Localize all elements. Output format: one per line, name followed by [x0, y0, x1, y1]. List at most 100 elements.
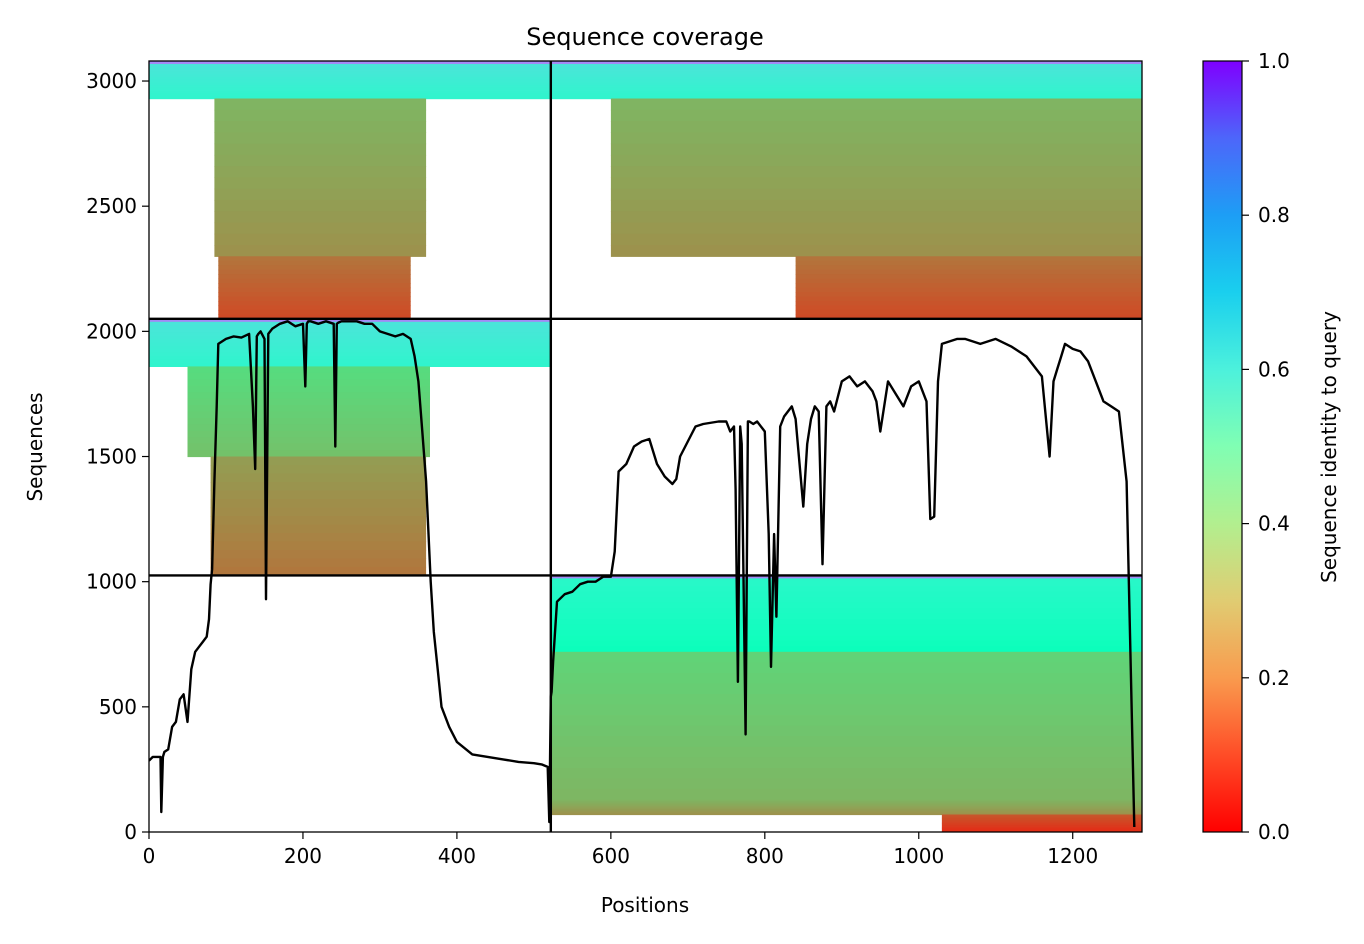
coverage-band	[550, 77, 1142, 81]
coverage-band	[550, 90, 1142, 94]
coverage-band	[210, 533, 427, 543]
coverage-band	[149, 356, 551, 361]
y-tick-label: 2000	[86, 319, 137, 343]
coverage-band	[550, 804, 1142, 807]
coverage-band	[550, 810, 1142, 812]
coverage-band	[149, 329, 551, 333]
coverage-band	[218, 301, 411, 307]
coverage-band	[550, 746, 1142, 758]
coverage-band	[795, 287, 1142, 293]
colorbar-gradient	[1202, 60, 1243, 833]
coverage-block	[550, 61, 1142, 320]
coverage-band	[218, 274, 411, 280]
coverage-band	[550, 805, 1142, 808]
coverage-band	[550, 624, 1142, 631]
coverage-band	[214, 132, 427, 145]
coverage-band	[550, 69, 1142, 73]
coverage-band	[550, 61, 1142, 64]
chart-title: Sequence coverage	[526, 23, 763, 51]
coverage-band	[187, 443, 430, 451]
coverage-band	[550, 591, 1142, 598]
coverage-band	[795, 283, 1142, 289]
coverage-band	[187, 405, 430, 412]
coverage-band	[550, 586, 1142, 593]
coverage-band	[214, 143, 427, 156]
coverage-band	[941, 822, 1142, 824]
coverage-band	[550, 812, 1142, 814]
coverage-band	[214, 222, 427, 235]
coverage-band	[550, 640, 1142, 647]
x-axis-label: Positions	[601, 893, 689, 917]
coverage-block	[149, 318, 551, 576]
coverage-band	[218, 283, 411, 289]
coverage-band	[941, 824, 1142, 827]
coverage-band	[149, 71, 551, 75]
coverage-band	[218, 309, 411, 315]
coverage-band	[187, 411, 430, 419]
coverage-band	[187, 424, 430, 432]
coverage-band	[149, 325, 551, 330]
coverage-band	[214, 166, 427, 178]
coverage-band	[550, 788, 1142, 800]
coverage-band	[550, 630, 1142, 637]
coverage-band	[550, 757, 1142, 769]
coverage-band	[550, 580, 1142, 587]
coverage-band	[941, 823, 1142, 826]
coverage-band	[214, 121, 427, 133]
y-tick-label: 3000	[86, 69, 137, 93]
coverage-band	[550, 608, 1142, 615]
coverage-band	[610, 245, 1142, 257]
coverage-band	[550, 602, 1142, 609]
coverage-band	[149, 95, 551, 100]
coverage-band	[149, 90, 551, 94]
coverage-band	[149, 63, 551, 67]
coverage-band	[550, 63, 1142, 67]
coverage-band	[610, 154, 1142, 167]
coverage-band	[149, 349, 551, 354]
coverage-band	[187, 430, 430, 438]
colorbar-tick-label: 1.0	[1258, 49, 1290, 73]
coverage-band	[218, 265, 411, 271]
coverage-band	[795, 309, 1142, 315]
coverage-band	[610, 98, 1142, 111]
coverage-band	[550, 683, 1142, 695]
coverage-band	[187, 379, 430, 387]
coverage-band	[149, 66, 551, 70]
coverage-band	[941, 818, 1142, 821]
coverage-band	[210, 473, 427, 483]
colorbar-tick-label: 0.6	[1258, 357, 1290, 381]
coverage-band	[149, 79, 551, 84]
coverage-band	[941, 817, 1142, 819]
coverage-band	[795, 296, 1142, 302]
coverage-band	[941, 828, 1142, 831]
coverage-band	[610, 188, 1142, 201]
coverage-band	[187, 372, 430, 380]
coverage-band	[187, 385, 430, 393]
coverage-band	[218, 260, 411, 266]
coverage-band	[187, 417, 430, 425]
coverage-band	[795, 292, 1142, 298]
coverage-band	[941, 825, 1142, 828]
coverage-band	[795, 301, 1142, 307]
x-tick-label: 200	[284, 844, 322, 868]
x-tick-label: 400	[438, 844, 476, 868]
y-tick-label: 1000	[86, 570, 137, 594]
coverage-band	[214, 211, 427, 224]
colorbar-tick-label: 0.8	[1258, 203, 1290, 227]
coverage-band	[187, 392, 430, 400]
x-tick-label: 0	[143, 844, 156, 868]
coverage-band	[795, 274, 1142, 280]
coverage-band	[550, 74, 1142, 78]
coverage-band	[210, 558, 427, 568]
coverage-band	[610, 233, 1142, 246]
coverage-heatmap	[149, 61, 1142, 832]
coverage-band	[795, 265, 1142, 271]
coverage-band	[149, 363, 551, 367]
coverage-band	[149, 359, 551, 364]
coverage-band	[149, 346, 551, 350]
coverage-band	[941, 819, 1142, 822]
coverage-band	[550, 803, 1142, 806]
coverage-band	[550, 813, 1142, 816]
